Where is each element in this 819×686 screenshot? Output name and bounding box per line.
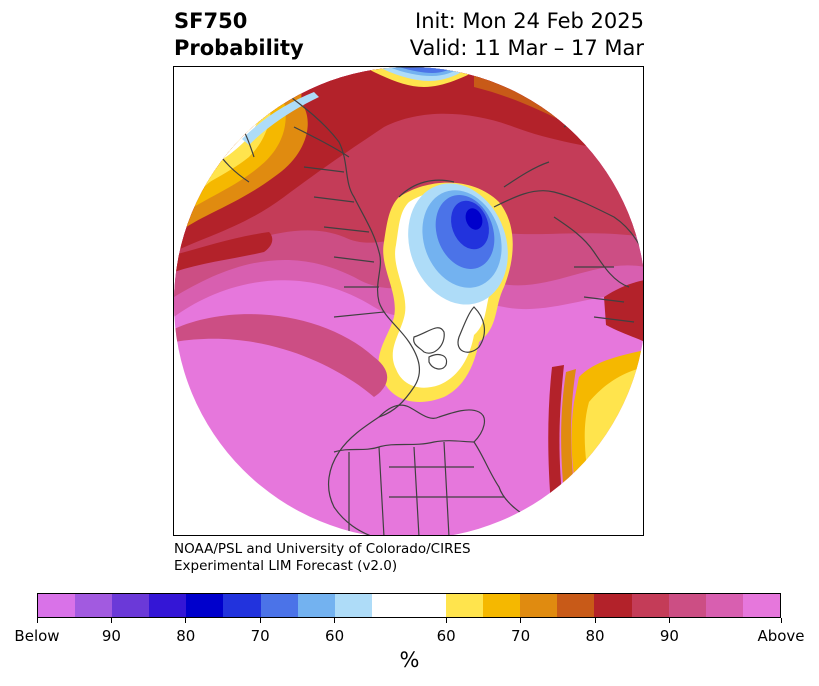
colorbar-segment [483,594,521,617]
title-valid-range: Valid: 11 Mar – 17 Mar [409,36,644,60]
colorbar-tick-label: 60 [325,627,345,645]
colorbar-tick-mark [668,618,670,623]
colorbar-tick-mark [36,618,38,623]
colorbar-segment [705,594,743,617]
colorbar-segment [334,594,372,617]
colorbar-segment [38,594,76,617]
credit-line1: NOAA/PSL and University of Colorado/CIRE… [174,541,471,557]
region-below-center [465,208,483,230]
map-panel [173,66,644,536]
colorbar-tick-mark [110,618,112,623]
colorbar-tick-mark [259,618,261,623]
colorbar-segment [742,594,780,617]
colorbar-tick-mark [594,618,596,623]
band-b60-arc [242,92,319,145]
colorbar-segment [297,594,335,617]
colorbar-tick-label: 90 [659,627,679,645]
colorbar-segment [112,594,150,617]
title-variable: SF750 [174,9,248,33]
colorbar-segment [75,594,113,617]
map-title-right: Init: Mon 24 Feb 2025 Valid: 11 Mar – 17… [410,8,644,62]
title-product: Probability [174,36,304,60]
colorbar-tick-label: Above [757,627,805,645]
band-p70-east [548,365,564,517]
band-p80-lower [174,314,388,397]
band-p70-west [174,232,273,272]
colorbar-tick-mark [780,618,782,623]
colorbar [37,593,781,618]
colorbar-segment [260,594,298,617]
colorbar-tick-label: 70 [250,627,270,645]
colorbar-segment [557,594,595,617]
colorbar-segment [149,594,187,617]
credit-line2: Experimental LIM Forecast (v2.0) [174,558,398,574]
colorbar-segment [668,594,706,617]
colorbar-segment [186,594,224,617]
colorbar-tick-mark [445,618,447,623]
coastline-overlay [174,67,643,535]
colorbar-tick-label: 80 [176,627,196,645]
colorbar-segment [631,594,669,617]
colorbar-segment [223,594,261,617]
colorbar-tick-label: 70 [511,627,531,645]
colorbar-tick-label: 60 [436,627,456,645]
colorbar-segment [446,594,484,617]
colorbar-segment [594,594,632,617]
colorbar-segment [371,594,447,617]
colorbar-tick-mark [185,618,187,623]
title-init-date: Init: Mon 24 Feb 2025 [415,9,644,33]
colorbar-tick-label: Below [14,627,60,645]
colorbar-tick-mark [334,618,336,623]
band-p55-east [571,350,643,507]
colorbar-tick-label: 80 [585,627,605,645]
band-p70-ne [604,280,643,342]
colorbar-units: % [399,648,420,672]
colorbar-segment [520,594,558,617]
credit-text: NOAA/PSL and University of Colorado/CIRE… [174,541,471,575]
map-title-left: SF750 Probability [174,8,304,62]
colorbar-tick-mark [520,618,522,623]
probability-map [174,67,643,535]
colorbar-tick-label: 90 [101,627,121,645]
